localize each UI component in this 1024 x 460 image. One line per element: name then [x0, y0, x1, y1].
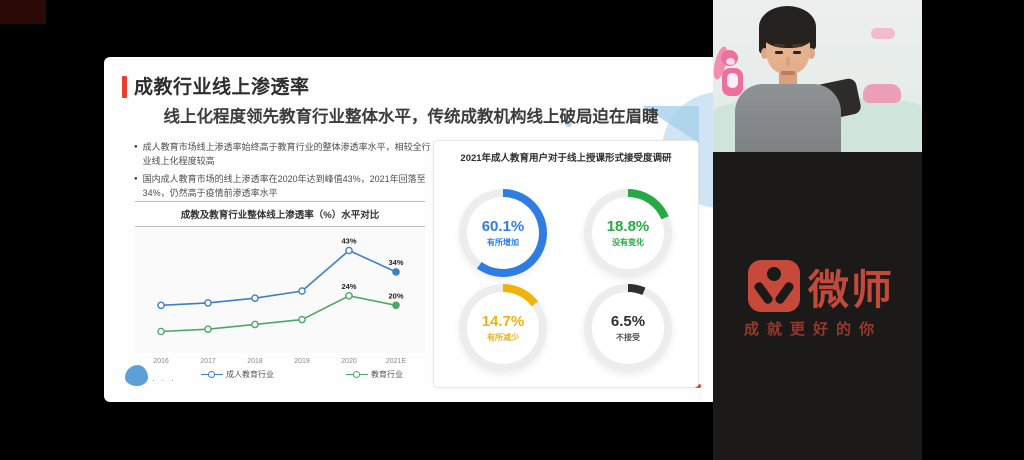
svg-text:2017: 2017 [200, 358, 216, 365]
presenter-hair [759, 6, 816, 48]
presentation-slide: · · · 成教行业线上渗透率 线上化程度领先教育行业整体水平，传统成教机构线上… [104, 57, 718, 402]
bullet-marker: ● [134, 175, 138, 182]
svg-text:34%: 34% [388, 258, 403, 267]
decoration-blob [125, 365, 148, 386]
branding-panel: 微师 成就更好的你 [713, 152, 922, 460]
legend-item: 教育行业 [346, 369, 403, 380]
line-chart-block: 成教及教育行业整体线上渗透率（%）水平对比 43% 34% 24% 20% 2016 20… [135, 201, 425, 380]
slide-subtitle: 线上化程度领先教育行业整体水平，传统成教机构线上破局迫在眉睫 [163, 108, 659, 126]
svg-text:24%: 24% [341, 282, 356, 291]
donut-value: 18.8% [606, 218, 650, 235]
donut-label: 不接受 [616, 333, 640, 342]
title-accent-bar [122, 76, 127, 98]
bullet-text: 成人教育市场线上渗透率始终高于教育行业的整体渗透率水平，相较全行业线上化程度较高 [142, 142, 431, 167]
chart-legend: 成人教育行业 教育行业 [201, 369, 425, 380]
presenter-eye [775, 51, 783, 54]
logo-row: 微师 [748, 256, 894, 316]
donut-value: 60.1% [481, 218, 525, 235]
svg-text:2020: 2020 [341, 358, 357, 365]
logo-text: 微师 [808, 267, 894, 313]
legend-item: 成人教育行业 [201, 369, 274, 380]
svg-text:20%: 20% [388, 291, 403, 300]
weishi-logo-icon [748, 260, 800, 312]
svg-text:43%: 43% [341, 237, 356, 246]
brand-tagline: 成就更好的你 [744, 321, 883, 338]
svg-text:2021E: 2021E [386, 358, 407, 365]
donut-chart: 6.5% 不接受 [584, 284, 672, 372]
presenter-ear [808, 48, 815, 59]
donut-value: 6.5% [610, 313, 646, 330]
pink-cloud-decoration [871, 28, 895, 39]
donut-value: 14.7% [481, 313, 525, 330]
presenter-nose [786, 57, 790, 66]
line-chart: 43% 34% 24% 20% 2016 2017 2018 2019 2020 2021E [135, 229, 425, 365]
bullet-text: 国内成人教育市场的线上渗透率在2020年达到峰值43%，2021年回落至34%，… [142, 173, 426, 199]
presenter-shirt [735, 84, 841, 152]
donut-chart: 60.1% 有所增加 [459, 189, 547, 277]
presenter-ear [761, 48, 768, 59]
webcam-video [713, 0, 922, 152]
presenter-eye [793, 51, 801, 54]
line-chart-title: 成教及教育行业整体线上渗透率（%）水平对比 [135, 201, 425, 227]
presenter-mouth [781, 71, 795, 75]
slide-title: 成教行业线上渗透率 [134, 77, 310, 98]
svg-text:2019: 2019 [294, 358, 310, 365]
svg-text:2018: 2018 [247, 358, 263, 365]
pink-cloud-decoration [863, 84, 901, 103]
bullet-list: ● 成人教育市场线上渗透率始终高于教育行业的整体渗透率水平，相较全行业线上化程度… [134, 140, 436, 204]
donut-chart: 18.8% 没有变化 [584, 189, 672, 277]
donut-label: 没有变化 [612, 238, 644, 247]
ellipsis-dots: · · · [152, 375, 176, 385]
bullet-item: ● 国内成人教育市场的线上渗透率在2020年达到峰值43%，2021年回落至34… [134, 172, 436, 201]
survey-card: 2021年成人教育用户对于线上授课形式接受度调研 60.1% 有所增加 18.8% 没… [433, 140, 699, 388]
donut-label: 有所增加 [487, 238, 519, 247]
svg-text:2016: 2016 [153, 358, 169, 365]
bullet-marker: ● [134, 144, 138, 150]
survey-title: 2021年成人教育用户对于线上授课形式接受度调研 [460, 153, 672, 164]
decoration-dot [565, 120, 572, 127]
bullet-item: ● 成人教育市场线上渗透率始终高于教育行业的整体渗透率水平，相较全行业线上化程度… [134, 140, 436, 169]
corner-artifact [0, 0, 46, 24]
donut-label: 有所减少 [487, 333, 519, 342]
donut-chart: 14.7% 有所减少 [459, 284, 547, 372]
